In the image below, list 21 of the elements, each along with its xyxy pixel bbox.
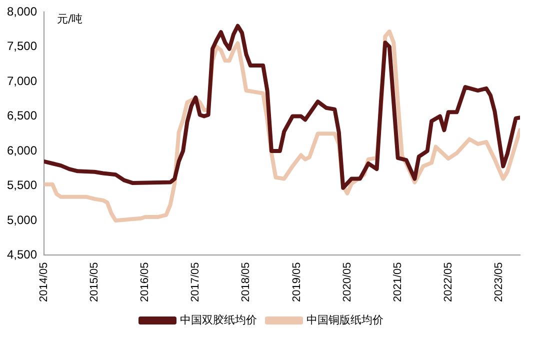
x-tick-label: 2020/05 [341, 262, 354, 302]
y-tick-label: 5,500 [7, 178, 38, 192]
x-tick-label: 2014/05 [38, 262, 50, 302]
x-tick-label: 2015/05 [88, 262, 101, 302]
y-tick-label: 6,500 [7, 108, 38, 123]
y-tick-label: 7,500 [7, 39, 38, 54]
x-tick-label: 2017/05 [190, 262, 202, 302]
y-tick-label: 5,000 [7, 212, 38, 227]
y-tick-label: 6,000 [7, 143, 38, 158]
x-tick-label: 2018/05 [240, 262, 252, 302]
y-tick-label: 8,000 [7, 4, 38, 18]
y-axis-title: 元/吨 [57, 12, 83, 26]
y-tick-label: 7,000 [7, 74, 38, 88]
x-tick-label: 2016/05 [139, 262, 152, 302]
x-tick-label: 2023/05 [492, 262, 505, 302]
y-tick-label: 4,500 [7, 248, 38, 262]
x-tick-label: 2019/05 [290, 262, 303, 302]
legend-label: 中国双胶纸均价 [180, 313, 257, 326]
x-tick-label: 2022/05 [442, 262, 454, 302]
x-tick-label: 2021/05 [392, 262, 404, 302]
legend-label: 中国铜版纸均价 [306, 313, 384, 326]
